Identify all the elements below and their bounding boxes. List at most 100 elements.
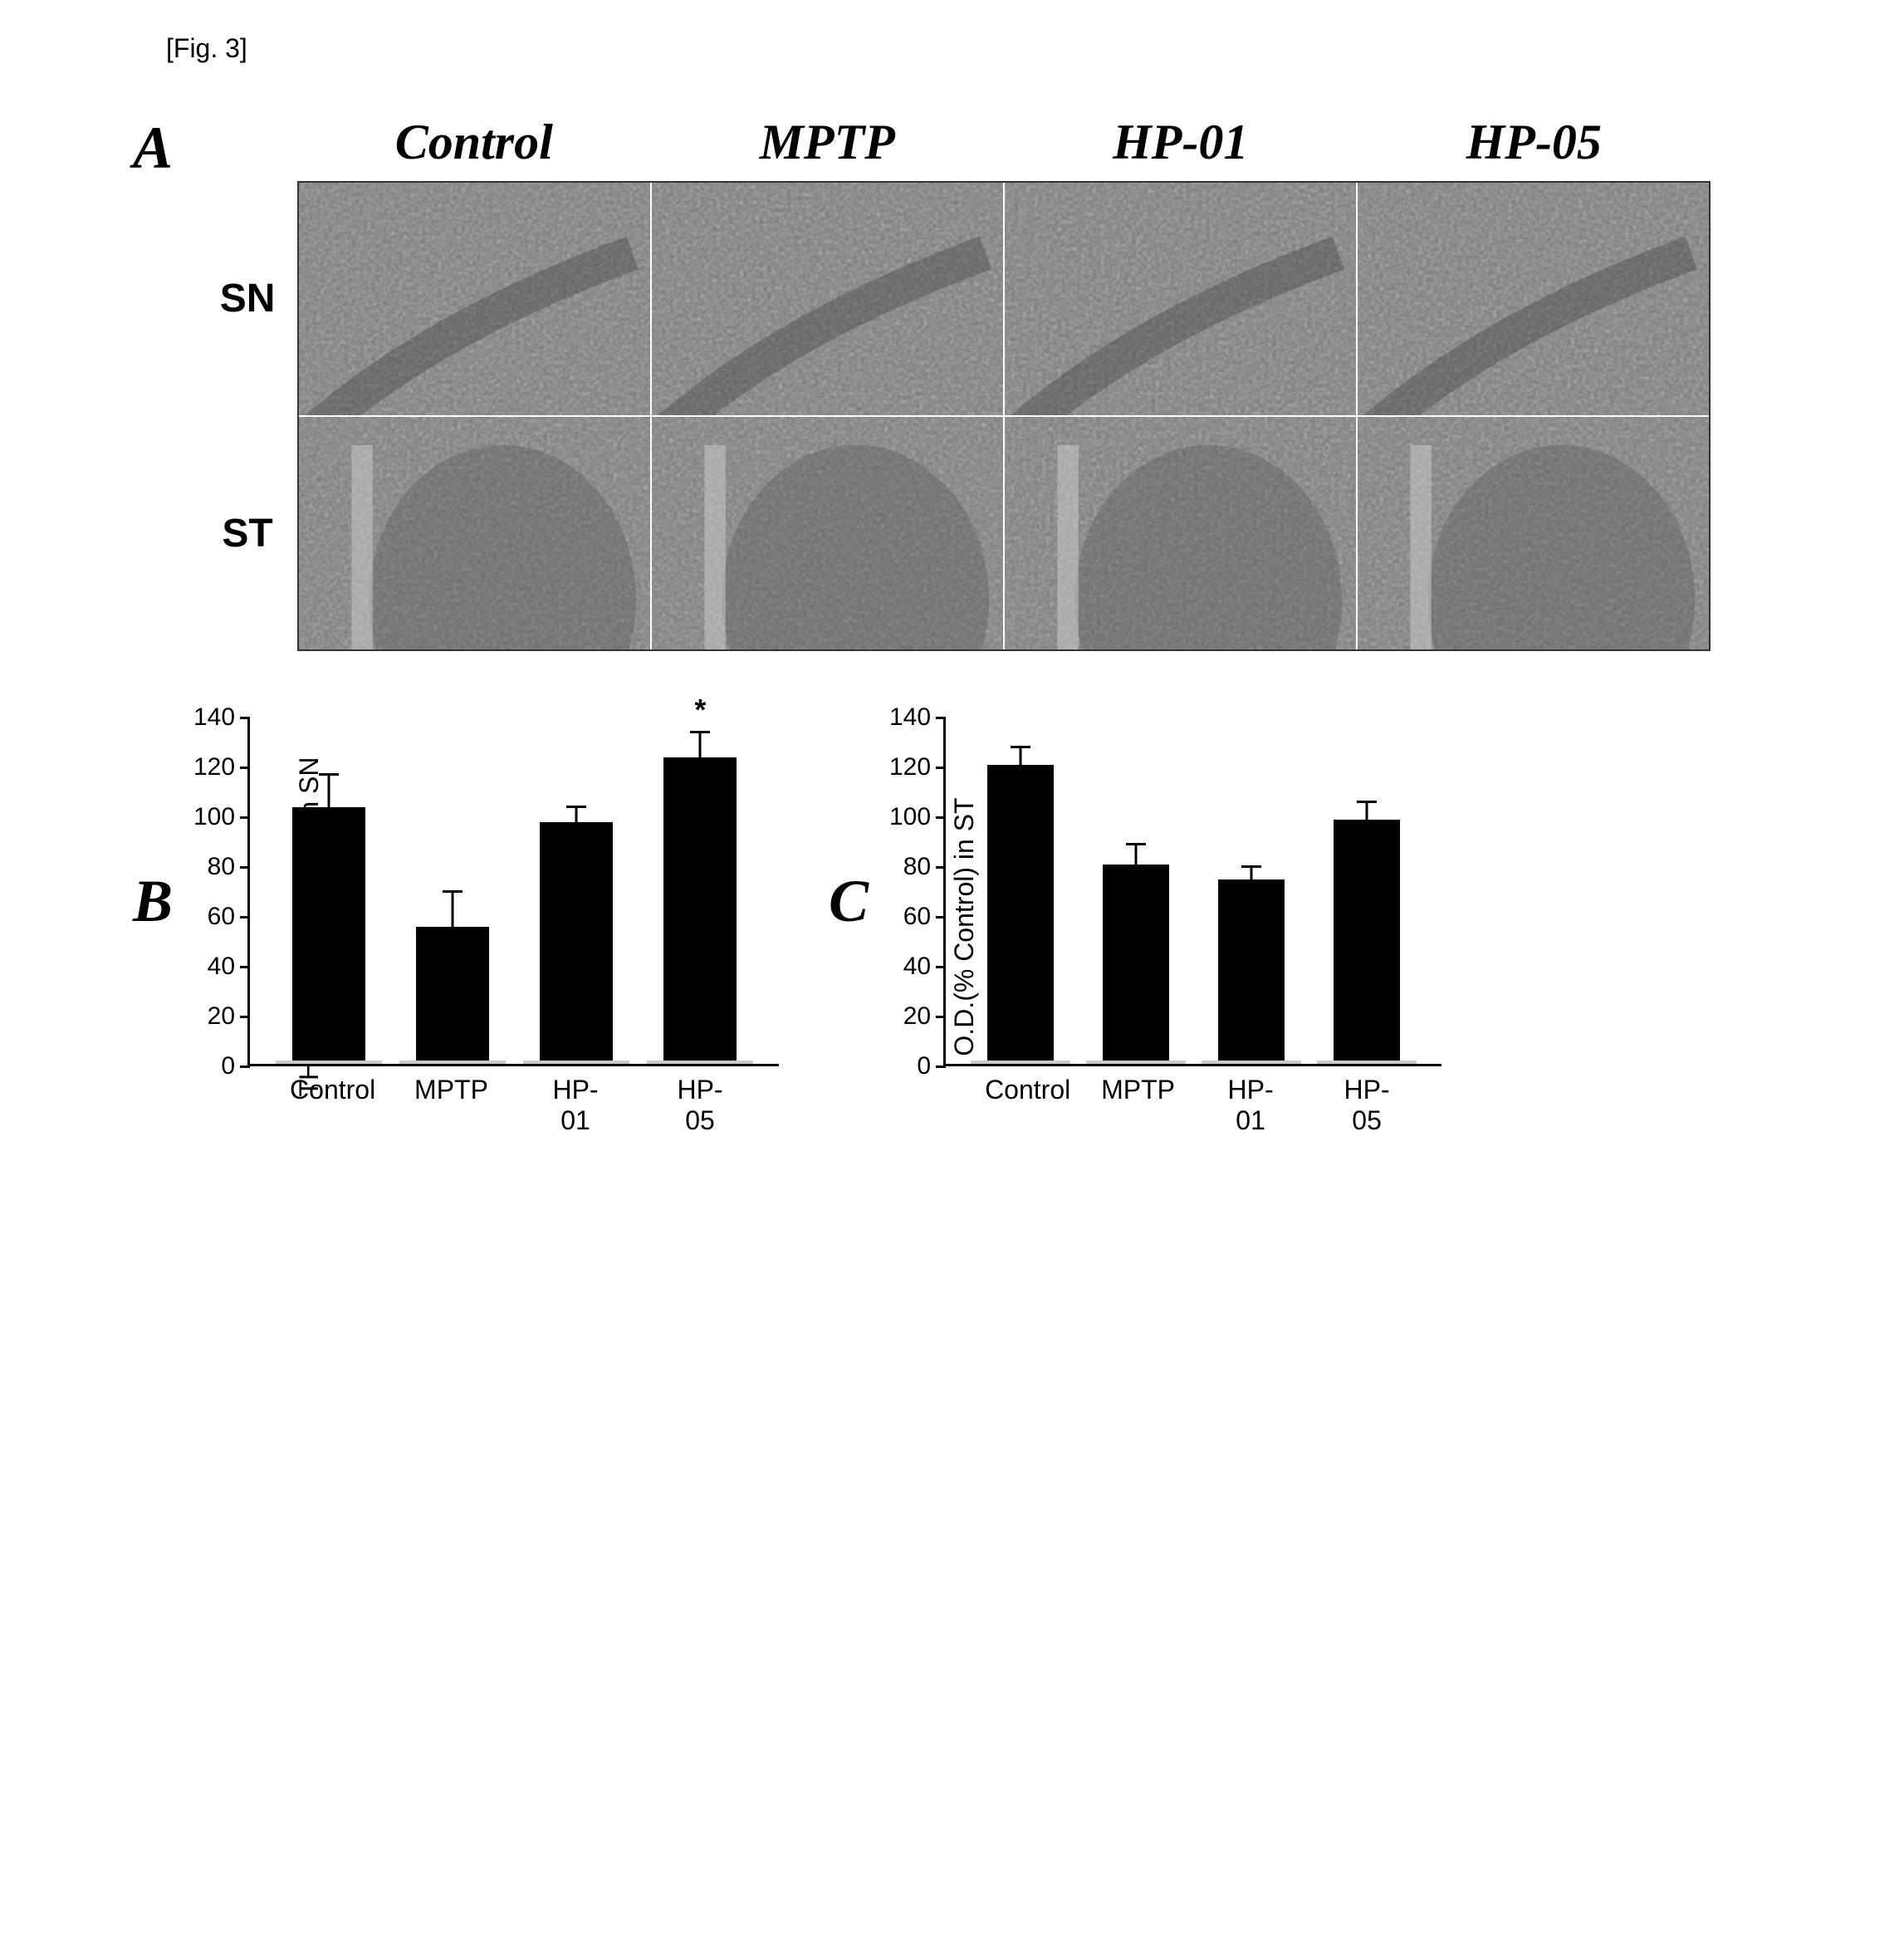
bar-base <box>523 1061 629 1064</box>
row-label-sn: SN <box>198 276 297 321</box>
ytick-label: 60 <box>208 903 250 931</box>
microscopy-image <box>299 183 650 415</box>
xlabel: HP-01 <box>1217 1075 1284 1136</box>
ytick-label: 140 <box>193 703 250 732</box>
bar-group <box>1334 820 1400 1064</box>
bar-base <box>276 1061 382 1064</box>
figure-body: A Control MPTP HP-01 HP-05 SN ST B TH Po… <box>133 114 1711 1136</box>
bar-group <box>1218 879 1285 1064</box>
bar <box>540 822 613 1064</box>
chart-b-box: TH Positive Cell Count in SN020406080100… <box>181 718 779 1136</box>
microscopy-image <box>652 417 1003 649</box>
panel-a: A Control MPTP HP-01 HP-05 SN ST <box>133 114 1711 651</box>
error-bar <box>699 732 702 757</box>
bar-group <box>540 822 613 1064</box>
ytick-label: 40 <box>208 953 250 981</box>
error-bar <box>327 775 330 807</box>
chart-plot-area: 020406080100120140* <box>247 718 779 1066</box>
error-cap <box>443 890 463 893</box>
panel-a-letter: A <box>133 114 173 183</box>
error-bar <box>1366 802 1368 820</box>
bar-group: * <box>663 757 737 1064</box>
ytick-label: 140 <box>889 703 946 732</box>
error-bar <box>575 807 578 822</box>
bar <box>1218 879 1285 1064</box>
ytick-label: 0 <box>221 1052 250 1080</box>
bar-base <box>1086 1061 1186 1064</box>
error-cap <box>566 806 586 808</box>
error-bar <box>1251 867 1253 879</box>
error-cap <box>690 731 710 733</box>
ytick-label: 40 <box>903 953 946 981</box>
bar <box>416 927 489 1064</box>
charts-row: B TH Positive Cell Count in SN0204060801… <box>133 718 1711 1136</box>
ytick-label: 100 <box>889 803 946 831</box>
bar-group <box>292 807 365 1064</box>
bar-base <box>647 1061 753 1064</box>
col-header: MPTP <box>651 114 1005 181</box>
panel-c-letter: C <box>829 867 869 936</box>
xlabel: Control <box>985 1075 1051 1136</box>
error-cap <box>319 773 339 776</box>
bar <box>1334 820 1400 1064</box>
panel-b-letter: B <box>133 867 173 936</box>
xlabel: HP-01 <box>539 1075 612 1136</box>
xlabel: MPTP <box>414 1075 487 1136</box>
bars-container <box>946 718 1441 1064</box>
row-labels: SN ST <box>198 181 297 651</box>
microscopy-image <box>1358 183 1709 415</box>
col-header: Control <box>297 114 651 181</box>
microscopy-grid: SN ST <box>198 181 1711 651</box>
microscopy-image <box>1005 417 1356 649</box>
significance-marker: * <box>694 693 706 727</box>
ytick-label: 120 <box>889 753 946 781</box>
bar-group <box>1103 865 1169 1064</box>
error-cap <box>1241 865 1261 868</box>
microscopy-image <box>299 417 650 649</box>
bar-base <box>971 1061 1070 1064</box>
panel-a-content: Control MPTP HP-01 HP-05 SN ST <box>198 114 1711 651</box>
panel-c: C O.D.(% Control) in ST02040608010012014… <box>829 718 1441 1136</box>
error-cap <box>1011 746 1030 748</box>
ytick-label: 20 <box>208 1002 250 1031</box>
error-cap <box>1126 843 1146 845</box>
error-cap <box>1357 801 1377 803</box>
xlabel: HP-05 <box>663 1075 737 1136</box>
chart-plot-area: 020406080100120140 <box>943 718 1441 1066</box>
chart-c-box: O.D.(% Control) in ST020406080100120140C… <box>877 718 1441 1136</box>
microscopy-image <box>1358 417 1709 649</box>
bar <box>663 757 737 1064</box>
error-bar <box>1134 845 1137 865</box>
xlabels: Control MPTP HP-01 HP-05 <box>943 1066 1441 1136</box>
bar-base <box>399 1061 506 1064</box>
microscopy-image <box>1005 183 1356 415</box>
ytick-label: 60 <box>903 903 946 931</box>
ytick-label: 0 <box>917 1052 946 1080</box>
error-bar <box>1019 747 1021 765</box>
bar-base <box>1317 1061 1417 1064</box>
bars-container: * <box>250 718 779 1064</box>
ytick-label: 20 <box>903 1002 946 1031</box>
microscopy-image <box>652 183 1003 415</box>
microscopy-images <box>297 181 1711 651</box>
bar-group <box>987 765 1054 1064</box>
ytick-label: 100 <box>193 803 250 831</box>
bar-group <box>416 927 489 1064</box>
panel-b: B TH Positive Cell Count in SN0204060801… <box>133 718 779 1136</box>
ytick-label: 80 <box>903 853 946 881</box>
xlabel: HP-05 <box>1334 1075 1400 1136</box>
xlabel: MPTP <box>1101 1075 1167 1136</box>
bar-base <box>1202 1061 1301 1064</box>
xlabels: ControlMPTPHP-01HP-05 <box>247 1066 779 1136</box>
error-bar <box>451 892 453 927</box>
panel-a-col-headers: Control MPTP HP-01 HP-05 <box>297 114 1711 181</box>
col-header: HP-01 <box>1004 114 1358 181</box>
row-label-st: ST <box>198 511 297 556</box>
bar <box>292 807 365 1064</box>
figure-label: [Fig. 3] <box>166 33 1871 64</box>
col-header: HP-05 <box>1358 114 1711 181</box>
ytick-label: 120 <box>193 753 250 781</box>
bar <box>1103 865 1169 1064</box>
bar <box>987 765 1054 1064</box>
ytick-label: 80 <box>208 853 250 881</box>
